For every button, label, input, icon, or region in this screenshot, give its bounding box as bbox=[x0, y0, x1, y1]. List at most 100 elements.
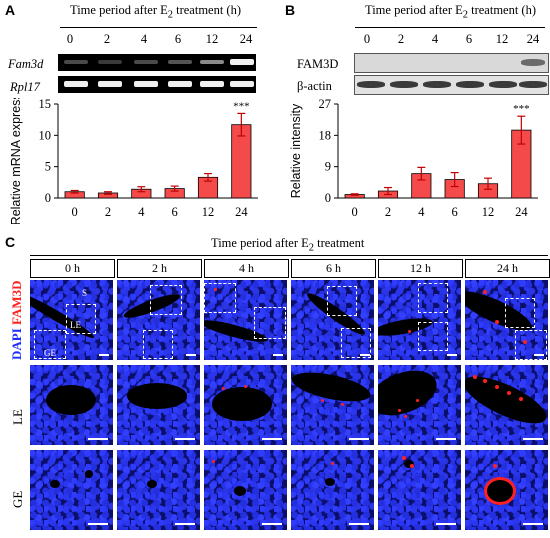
tp-a-1: 2 bbox=[103, 32, 111, 46]
tp-a-0: 0 bbox=[66, 32, 74, 46]
tp-a-2: 4 bbox=[140, 32, 148, 46]
uterine-lumen bbox=[291, 366, 373, 408]
panel-c-header: Time period after E2 treatment bbox=[211, 236, 364, 254]
tp-b-2: 4 bbox=[431, 32, 439, 46]
tp-b-3: 6 bbox=[465, 32, 473, 46]
inset-box-ge bbox=[341, 328, 371, 358]
gel-row-label-fam3d: Fam3d bbox=[8, 57, 44, 71]
blot-band bbox=[456, 81, 484, 88]
micrograph-ge-0h bbox=[30, 450, 113, 530]
tp-a-3: 6 bbox=[174, 32, 182, 46]
x-tick-label: 6 bbox=[172, 205, 178, 219]
x-tick-label: 4 bbox=[138, 205, 145, 219]
gland-lumen bbox=[487, 480, 513, 502]
gland-lumen bbox=[50, 480, 60, 488]
significance-marker: *** bbox=[233, 100, 250, 112]
micrograph-ge-6h bbox=[291, 450, 374, 530]
column-header-4h: 4 h bbox=[204, 259, 289, 278]
panel-b-header-rule bbox=[355, 27, 545, 28]
gel-band bbox=[230, 59, 254, 65]
fam3d-signal bbox=[416, 399, 419, 402]
y-axis-label: Relative intensity bbox=[289, 103, 303, 198]
uterine-lumen bbox=[378, 365, 443, 424]
gland-lumen bbox=[404, 460, 414, 468]
gel-band bbox=[230, 81, 254, 87]
stain-label-dapi: DAPI bbox=[9, 328, 24, 360]
gel-row-label-rpl17: Rpl17 bbox=[10, 80, 40, 94]
scale-bar bbox=[273, 354, 283, 356]
gel-band bbox=[64, 60, 88, 64]
gel-fam3d bbox=[58, 54, 256, 71]
y-tick-label: 10 bbox=[39, 128, 52, 142]
column-header-24h: 24 h bbox=[465, 259, 550, 278]
fam3d-signal bbox=[398, 409, 401, 412]
scale-bar bbox=[436, 438, 456, 440]
micrograph-le-4h bbox=[204, 365, 287, 445]
micrograph-le-2h bbox=[117, 365, 200, 445]
x-tick-label: 12 bbox=[202, 205, 215, 219]
panel-b-label: B bbox=[285, 2, 296, 18]
blot-row-label-actin: β-actin bbox=[297, 79, 332, 93]
fam3d-signal bbox=[410, 464, 414, 468]
panel-b-header: Time period after E2 treatment (h) bbox=[365, 3, 536, 21]
scale-bar bbox=[262, 438, 282, 440]
fam3d-signal bbox=[408, 330, 411, 333]
fam3d-signal bbox=[473, 375, 477, 379]
gel-band bbox=[64, 81, 88, 87]
tp-b-4: 12 bbox=[495, 32, 509, 46]
row-label-le: LE bbox=[10, 409, 25, 425]
fam3d-signal bbox=[244, 385, 247, 388]
x-tick-label: 0 bbox=[72, 205, 78, 219]
uterine-lumen bbox=[127, 383, 187, 409]
blot-fam3d bbox=[354, 53, 549, 73]
panel-c-label: C bbox=[5, 234, 16, 250]
x-tick-label: 12 bbox=[482, 205, 495, 219]
inset-box-le bbox=[150, 285, 182, 315]
fam3d-signal bbox=[523, 340, 527, 344]
uterine-lumen bbox=[46, 385, 96, 415]
stain-label-fam3d: FAM3D bbox=[9, 280, 24, 325]
gel-band bbox=[200, 81, 224, 87]
scale-bar bbox=[436, 523, 456, 525]
panel-c-header-sub: 2 bbox=[308, 242, 314, 254]
scale-bar bbox=[349, 523, 369, 525]
scale-bar bbox=[88, 438, 108, 440]
panel-a-header-suffix: treatment (h) bbox=[172, 3, 242, 17]
micrograph-overview-12h bbox=[378, 280, 461, 360]
tissue-label-ge: GE bbox=[44, 348, 56, 358]
y-tick-label: 18 bbox=[319, 128, 332, 142]
micrograph-overview-6h bbox=[291, 280, 374, 360]
panel-b-header-suffix: treatment (h) bbox=[467, 3, 537, 17]
panel-a-header-sub: 2 bbox=[167, 9, 173, 21]
fam3d-signal bbox=[483, 290, 487, 294]
x-tick-label: 6 bbox=[452, 205, 458, 219]
blot-band bbox=[521, 59, 545, 66]
gland-lumen bbox=[234, 486, 246, 496]
tp-b-5: 24 bbox=[526, 32, 540, 46]
panel-c-header-text: Time period after E bbox=[211, 236, 309, 250]
fam3d-signal bbox=[404, 415, 407, 418]
y-tick-label: 0 bbox=[45, 191, 51, 205]
gel-rpl17 bbox=[58, 76, 256, 93]
y-tick-label: 0 bbox=[325, 191, 331, 205]
scale-bar bbox=[175, 438, 195, 440]
scale-bar bbox=[88, 523, 108, 525]
tp-b-1: 2 bbox=[397, 32, 405, 46]
fam3d-signal bbox=[212, 460, 215, 463]
fam3d-signal bbox=[519, 397, 523, 401]
micrograph-ge-2h bbox=[117, 450, 200, 530]
micrograph-overview-24h bbox=[465, 280, 548, 360]
gel-band bbox=[168, 81, 192, 87]
y-tick-label: 5 bbox=[45, 160, 51, 174]
inset-box-ge bbox=[34, 330, 66, 359]
x-tick-label: 2 bbox=[105, 205, 111, 219]
stain-label: DAPI FAM3D bbox=[9, 280, 25, 360]
x-tick-label: 0 bbox=[352, 205, 358, 219]
inset-box-ge bbox=[515, 330, 547, 360]
fam3d-signal bbox=[483, 379, 487, 383]
inset-box-ge bbox=[418, 322, 448, 351]
row-label-ge: GE bbox=[10, 490, 25, 508]
x-tick-label: 24 bbox=[235, 205, 248, 219]
column-header-12h: 12 h bbox=[378, 259, 463, 278]
